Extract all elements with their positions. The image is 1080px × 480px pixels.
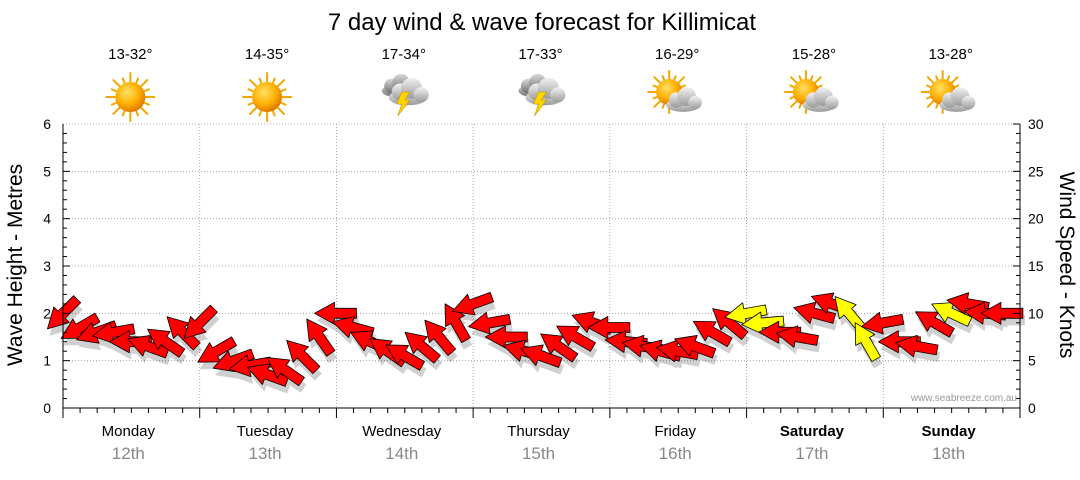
y2-axis-label: Wind Speed - Knots bbox=[1055, 172, 1078, 359]
wind-arrow bbox=[385, 344, 426, 371]
y2-tick-label: 20 bbox=[1028, 211, 1044, 227]
wind-arrow bbox=[424, 319, 457, 356]
wind-arrow bbox=[286, 339, 321, 375]
date-label: 14th bbox=[385, 444, 418, 463]
temperature-label: 13-28° bbox=[928, 46, 972, 63]
date-label: 18th bbox=[932, 444, 965, 463]
wind-arrow bbox=[980, 301, 1024, 325]
sunny-icon bbox=[242, 72, 293, 122]
temperature-label: 17-33° bbox=[518, 46, 562, 63]
wind-arrow bbox=[468, 311, 512, 335]
date-label: 16th bbox=[659, 444, 692, 463]
temperature-label: 15-28° bbox=[792, 46, 836, 63]
wind-arrow bbox=[127, 335, 170, 359]
wind-arrow bbox=[306, 318, 336, 357]
partly-cloudy-icon bbox=[920, 70, 976, 114]
wind-arrow bbox=[775, 325, 819, 348]
temperature-label: 13-32° bbox=[108, 46, 152, 63]
wind-arrow bbox=[246, 363, 289, 387]
wind-arrow bbox=[854, 322, 881, 362]
wind-arrow bbox=[452, 291, 495, 316]
wind-arrow bbox=[404, 331, 441, 364]
date-label: 15th bbox=[522, 444, 555, 463]
date-label: 13th bbox=[249, 444, 282, 463]
chart-title: 7 day wind & wave forecast for Killimica… bbox=[328, 9, 757, 36]
date-label: 17th bbox=[795, 444, 828, 463]
y-tick-label: 6 bbox=[43, 116, 51, 132]
wind-arrow bbox=[266, 357, 305, 387]
y-axis-label: Wave Height - Metres bbox=[4, 164, 27, 366]
wind-arrow bbox=[47, 295, 82, 330]
y2-tick-label: 15 bbox=[1028, 258, 1044, 274]
thunderstorm-icon bbox=[518, 74, 566, 117]
wind-arrow bbox=[692, 320, 733, 347]
wind-arrow bbox=[793, 301, 836, 324]
day-label: Monday bbox=[102, 423, 156, 440]
date-label: 12th bbox=[112, 444, 145, 463]
y-tick-label: 2 bbox=[43, 305, 51, 321]
partly-cloudy-icon bbox=[783, 70, 839, 114]
day-label: Friday bbox=[654, 423, 696, 440]
temperature-label: 14-35° bbox=[245, 46, 289, 63]
y2-tick-label: 5 bbox=[1028, 353, 1036, 369]
day-label: Sunday bbox=[922, 423, 977, 440]
watermark: www.seabreeze.com.au bbox=[910, 393, 1017, 404]
y-tick-label: 1 bbox=[43, 353, 51, 369]
wind-arrow bbox=[861, 311, 905, 335]
day-label: Thursday bbox=[507, 423, 570, 440]
y-tick-label: 0 bbox=[43, 400, 51, 416]
day-label: Tuesday bbox=[237, 423, 294, 440]
sunny-icon bbox=[105, 72, 156, 122]
wind-arrow bbox=[674, 335, 717, 359]
y-tick-label: 4 bbox=[43, 211, 51, 227]
wind-arrow bbox=[520, 344, 563, 368]
day-label: Saturday bbox=[780, 423, 845, 440]
partly-cloudy-icon bbox=[647, 70, 702, 114]
wind-arrow bbox=[183, 304, 218, 339]
wind-arrow bbox=[147, 328, 186, 358]
y2-tick-label: 0 bbox=[1028, 400, 1036, 416]
temperature-label: 16-29° bbox=[655, 46, 699, 63]
y2-tick-label: 30 bbox=[1028, 116, 1044, 132]
y2-tick-label: 10 bbox=[1028, 305, 1044, 321]
day-label: Wednesday bbox=[362, 423, 441, 440]
y-tick-label: 5 bbox=[43, 163, 51, 179]
wind-arrow bbox=[444, 303, 471, 344]
wind-arrow bbox=[556, 325, 596, 352]
y2-tick-label: 25 bbox=[1028, 163, 1044, 179]
temperature-label: 17-34° bbox=[382, 46, 426, 63]
thunderstorm-icon bbox=[381, 74, 429, 117]
wind-arrow bbox=[540, 333, 579, 363]
wind-arrow bbox=[895, 334, 939, 358]
y-tick-label: 3 bbox=[43, 258, 51, 274]
wind-arrow bbox=[587, 316, 631, 339]
wind-arrow bbox=[915, 311, 955, 338]
